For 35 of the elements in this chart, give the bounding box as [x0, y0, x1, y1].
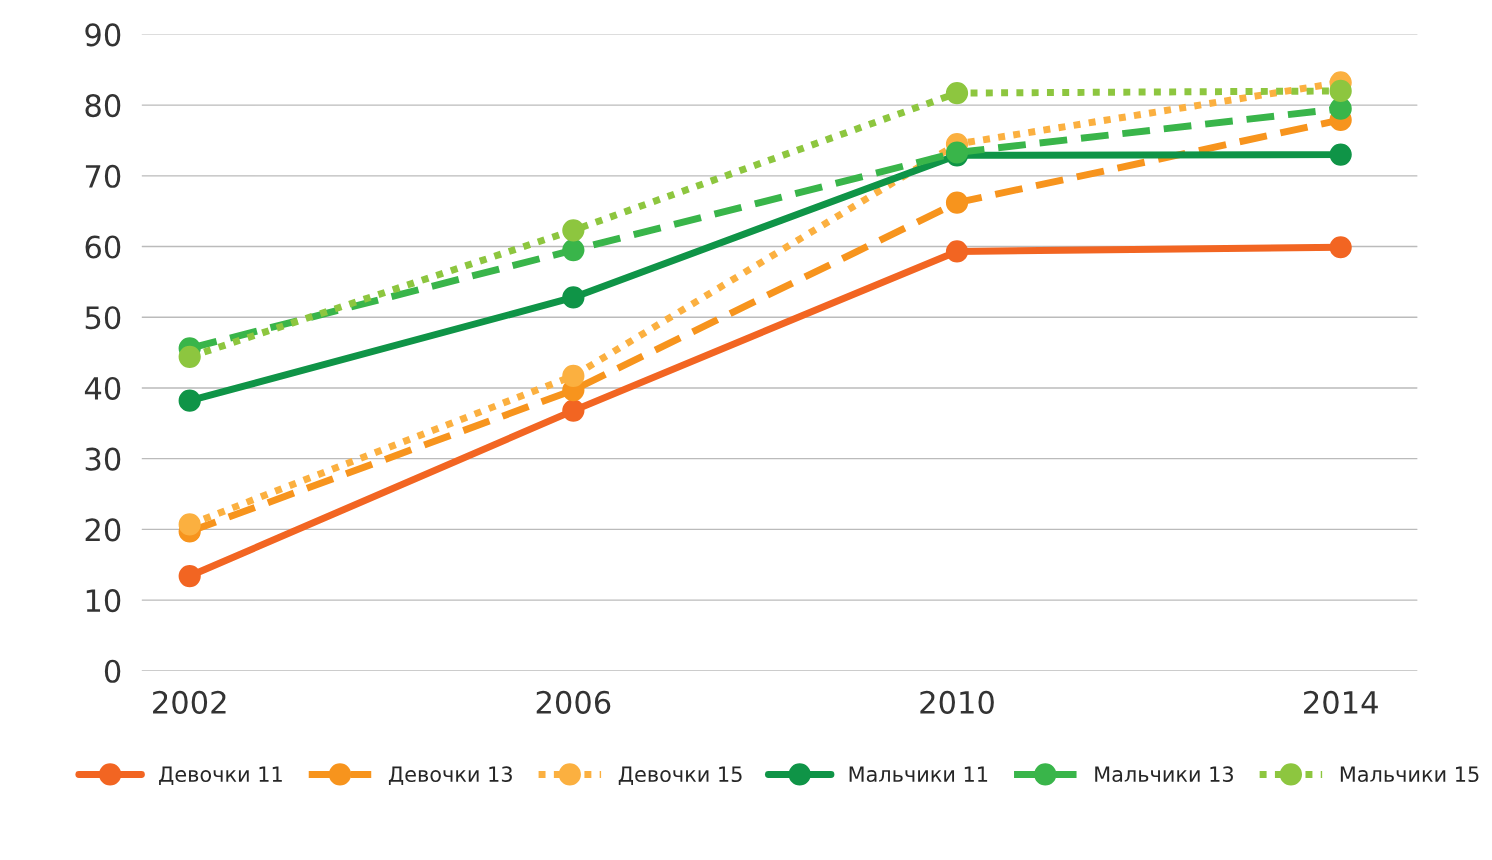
- point: [945, 81, 969, 105]
- point: [1329, 79, 1352, 103]
- point: [178, 513, 201, 536]
- y-tick-label: 60: [85, 235, 121, 259]
- y-tick-label: 10: [86, 589, 121, 613]
- y-tick-label: 90: [85, 23, 121, 47]
- point: [945, 240, 969, 263]
- point: [178, 345, 201, 368]
- y-tick-label: 30: [85, 447, 121, 471]
- y-tick-label: 70: [85, 164, 121, 188]
- x-tick-label: 2014: [1304, 690, 1378, 714]
- point: [1329, 236, 1352, 259]
- legend-label: Мальчики 13: [1095, 766, 1233, 783]
- point: [178, 389, 201, 412]
- y-tick-label: 80: [85, 94, 121, 118]
- legend-label: Девочки 15: [618, 766, 742, 786]
- point: [562, 364, 585, 388]
- legend-label: Мальчики 15: [1340, 766, 1479, 783]
- y-tick-label: 0: [104, 659, 121, 683]
- legend-label: Мальчики 11: [849, 766, 988, 783]
- y-tick-label: 40: [84, 376, 121, 400]
- point: [945, 191, 969, 214]
- point: [562, 238, 585, 262]
- legend-label: Девочки 11: [159, 766, 282, 786]
- point: [1329, 143, 1352, 166]
- y-tick-label: 20: [85, 518, 121, 542]
- x-tick-label: 2006: [536, 690, 611, 714]
- legend-label: Девочки 13: [388, 766, 512, 786]
- y-tick-label: 50: [85, 306, 121, 330]
- point: [562, 286, 585, 309]
- x-tick-label: 2010: [920, 690, 994, 714]
- x-tick-label: 2002: [153, 690, 226, 714]
- point: [562, 219, 585, 242]
- point: [178, 564, 201, 588]
- point: [562, 399, 585, 422]
